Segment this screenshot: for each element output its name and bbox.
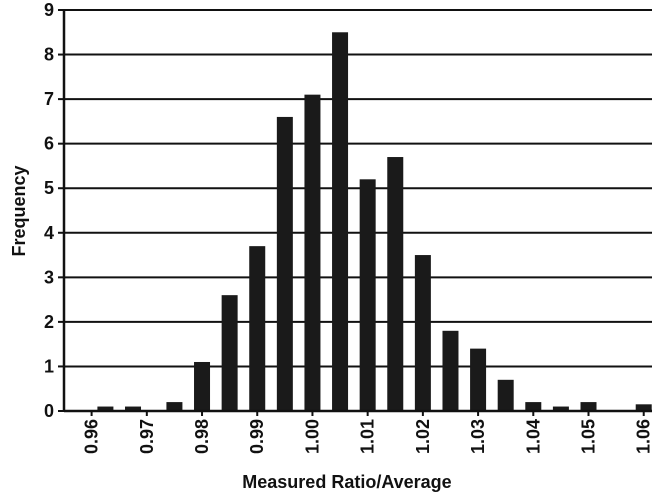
bar [125,406,142,411]
bar [525,402,542,411]
bar [442,330,459,411]
y-tick-label: 7 [44,89,54,109]
bar [166,402,183,411]
bar [249,246,266,411]
bar [552,406,569,411]
bar [497,379,514,411]
x-tick-label: 1.02 [413,419,433,454]
bars [97,32,652,412]
x-axis-label: Measured Ratio/Average [242,472,451,492]
x-tick-label: 1.00 [302,419,322,454]
x-tick-label: 0.98 [192,419,212,454]
x-tick-label: 0.96 [82,419,102,454]
x-tick-labels: 0.96 0.97 0.98 0.99 1.00 1.01 1.02 1.03 1.04 1.05… [82,419,653,454]
y-tick-label: 2 [44,312,54,332]
bar [387,157,404,411]
y-tick-label: 3 [44,267,54,287]
y-tick-label: 9 [44,0,54,20]
bar [414,255,431,411]
x-tick-label: 0.99 [247,419,267,454]
y-axis-label: Frequency [9,165,29,256]
bar [221,295,238,411]
bar [332,32,349,412]
x-tick-label: 0.97 [137,419,157,454]
y-tick-label: 0 [44,401,54,421]
bar [97,406,114,411]
bar [276,116,293,411]
x-tick-label: 1.03 [468,419,488,454]
bar [359,179,376,411]
bar [635,404,652,411]
bar [580,402,597,411]
grid-lines [64,9,652,368]
bar [470,348,487,411]
y-tick-label: 4 [44,223,54,243]
y-tick-label: 1 [44,356,54,376]
y-tick-label: 8 [44,45,54,65]
bar [304,94,321,412]
axes [58,9,652,416]
y-tick-labels: 0 1 2 3 4 5 6 7 8 9 [44,0,54,421]
y-tick-label: 6 [44,134,54,154]
x-tick-label: 1.06 [634,419,653,454]
y-tick-label: 5 [44,178,54,198]
bar [194,361,211,411]
x-tick-label: 1.05 [579,419,599,454]
x-tick-label: 1.01 [358,419,378,454]
x-tick-label: 1.04 [523,419,543,454]
